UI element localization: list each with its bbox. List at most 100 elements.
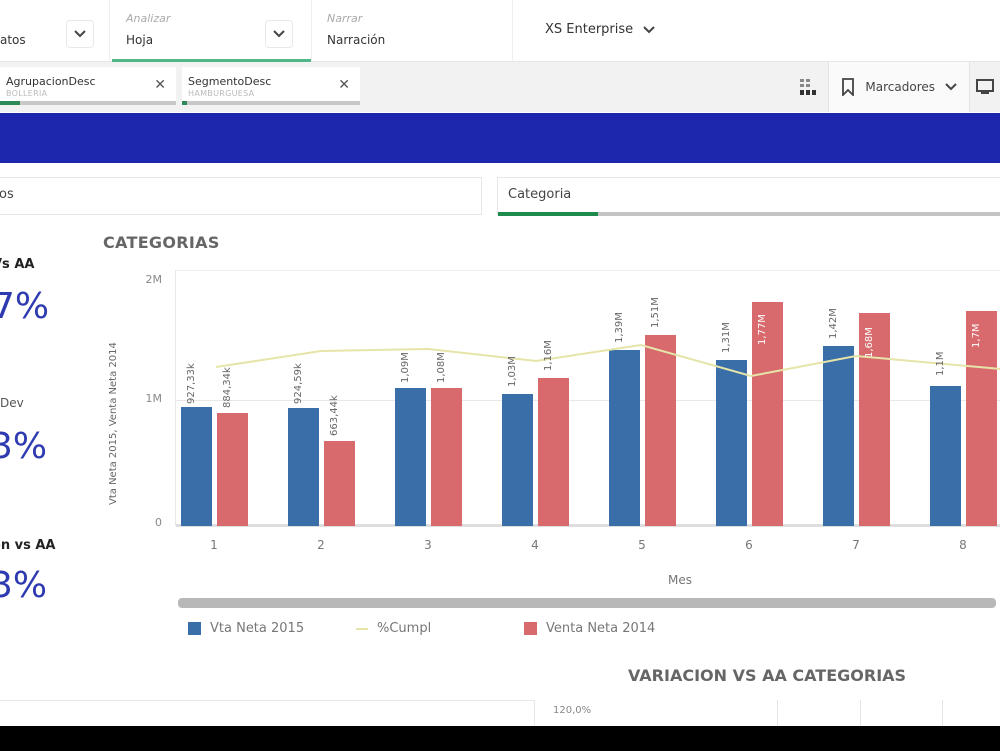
chart-title: CATEGORIAS (103, 233, 220, 252)
x-tick: 7 (852, 538, 860, 552)
chevron-down-icon (945, 83, 957, 91)
nav-analyze-label: Analizar (126, 12, 171, 25)
nav-narrate-value: Narración (327, 33, 386, 47)
workspace-selector[interactable]: XS Enterprise (545, 22, 655, 37)
kpi-value: 3% (0, 565, 48, 606)
x-tick: 8 (959, 538, 967, 552)
filter-pane-left[interactable]: os (0, 177, 482, 215)
bar-venta-2014[interactable] (859, 313, 890, 526)
selection-chip-agrupacion[interactable]: AgrupacionDesc BOLLERIA ✕ (0, 67, 176, 105)
bar-venta-2014[interactable] (752, 302, 783, 526)
toolbar-right: Marcadores (788, 62, 1000, 112)
bar-venta-2014[interactable] (538, 378, 569, 526)
filter-selection-bar (498, 212, 1000, 216)
chevron-down-icon (643, 25, 655, 33)
nav-narrate-label: Narrar (327, 12, 363, 25)
bar-vta-2015[interactable] (823, 346, 854, 526)
bar-data-label: 1,09M (400, 352, 411, 383)
legend-swatch (356, 627, 368, 630)
bar-vta-2015[interactable] (609, 350, 640, 526)
gridline (860, 700, 861, 730)
legend-swatch (524, 622, 537, 635)
legend-item-vta-2015[interactable]: Vta Neta 2015 (188, 621, 304, 636)
bar-venta-2014[interactable] (645, 335, 676, 526)
selections-bar: AgrupacionDesc BOLLERIA ✕ SegmentoDesc H… (0, 62, 1000, 112)
y-tick: 0 (155, 516, 162, 529)
bar-vta-2015[interactable] (288, 408, 319, 526)
bar-data-label: 1,08M (436, 352, 447, 383)
x-tick: 5 (638, 538, 646, 552)
kpi-dev: Dev 3% (0, 396, 47, 467)
kpi-value: 7% (0, 286, 50, 327)
bar-venta-2014[interactable] (217, 413, 248, 526)
kpi-value: 3% (0, 426, 48, 467)
variacion-chart[interactable]: 120,0% (537, 700, 1000, 730)
chip-field: AgrupacionDesc (6, 75, 96, 88)
nav-narrate[interactable]: Narrar Narración (313, 0, 513, 62)
bar-chart-plot[interactable] (175, 270, 1000, 527)
header-banner (0, 113, 1000, 163)
bar-data-label: 1,39M (614, 312, 625, 343)
nav-analyze-value: Hoja (126, 33, 154, 47)
bar-vta-2015[interactable] (502, 394, 533, 526)
chevron-down-icon[interactable] (265, 20, 293, 48)
x-tick: 4 (531, 538, 539, 552)
bar-data-label: 1,31M (721, 322, 732, 353)
bar-data-label: 1,42M (828, 308, 839, 339)
bar-venta-2014[interactable] (966, 311, 997, 526)
bar-data-label: 1,7M (971, 323, 982, 348)
bar-data-label: 1,77M (757, 314, 768, 345)
bookmarks-label: Marcadores (865, 80, 935, 94)
kpi-vs-aa: Vs AA 7% (0, 257, 49, 327)
x-tick: 1 (210, 538, 218, 552)
close-icon[interactable]: ✕ (338, 77, 350, 93)
legend-item-venta-2014[interactable]: Venta Neta 2014 (524, 621, 655, 636)
bar-data-label: 1,51M (650, 297, 661, 328)
chip-selection-bar (0, 101, 176, 105)
kpi-label: Dev (0, 396, 24, 410)
close-icon[interactable]: ✕ (154, 77, 166, 93)
present-icon[interactable] (970, 62, 1000, 112)
chip-field: SegmentoDesc (188, 75, 272, 88)
bar-data-label: 884,34k (222, 367, 233, 408)
gridline (176, 400, 1000, 401)
nav-prepare-value: atos (0, 33, 26, 47)
kpi-en-vs-aa: en vs AA 3% (0, 538, 55, 606)
gridline (777, 700, 778, 730)
bar-venta-2014[interactable] (431, 388, 462, 526)
bar-data-label: 663,44k (329, 395, 340, 436)
bookmarks-button[interactable]: Marcadores (828, 62, 970, 112)
bar-data-label: 927,33k (186, 363, 197, 404)
selection-chip-segmento[interactable]: SegmentoDesc HAMBURGUESA ✕ (182, 67, 360, 105)
legend-item-cumpl[interactable]: %Cumpl (356, 621, 431, 636)
bar-data-label: 1,16M (543, 340, 554, 371)
bar-vta-2015[interactable] (930, 386, 961, 526)
workspace-name: XS Enterprise (545, 22, 634, 37)
chip-value: HAMBURGUESA (188, 89, 255, 98)
section-title-variacion: VARIACION VS AA CATEGORIAS (628, 666, 907, 685)
gridline (942, 700, 943, 730)
bar-venta-2014[interactable] (324, 441, 355, 526)
nav-prepare-data[interactable]: atos (0, 0, 110, 62)
legend-label: %Cumpl (377, 621, 432, 636)
selections-tool-icon[interactable] (788, 62, 828, 112)
y-tick: 120,0% (553, 705, 592, 716)
x-axis-baseline (176, 524, 1000, 527)
bar-data-label: 1,03M (507, 356, 518, 387)
legend-label: Venta Neta 2014 (546, 621, 656, 636)
kpi-label: en vs AA (0, 538, 56, 553)
chip-selection-bar (182, 101, 360, 105)
bar-vta-2015[interactable] (716, 360, 747, 526)
bar-vta-2015[interactable] (181, 407, 212, 526)
filter-pane-categoria[interactable]: Categoria (497, 177, 1000, 216)
bar-vta-2015[interactable] (395, 388, 426, 526)
top-navigation: atos Analizar Hoja Narrar Narración XS E… (0, 0, 1000, 62)
y-axis-title: Vta Neta 2015, Venta Neta 2014 (108, 342, 119, 505)
kpi-label: Vs AA (0, 257, 35, 272)
x-tick: 6 (745, 538, 753, 552)
legend-swatch (188, 622, 201, 635)
screen-bottom-bar (0, 726, 1000, 751)
chevron-down-icon[interactable] (66, 20, 94, 48)
chart-scrollbar[interactable] (178, 598, 996, 608)
nav-analyze[interactable]: Analizar Hoja (112, 0, 312, 62)
